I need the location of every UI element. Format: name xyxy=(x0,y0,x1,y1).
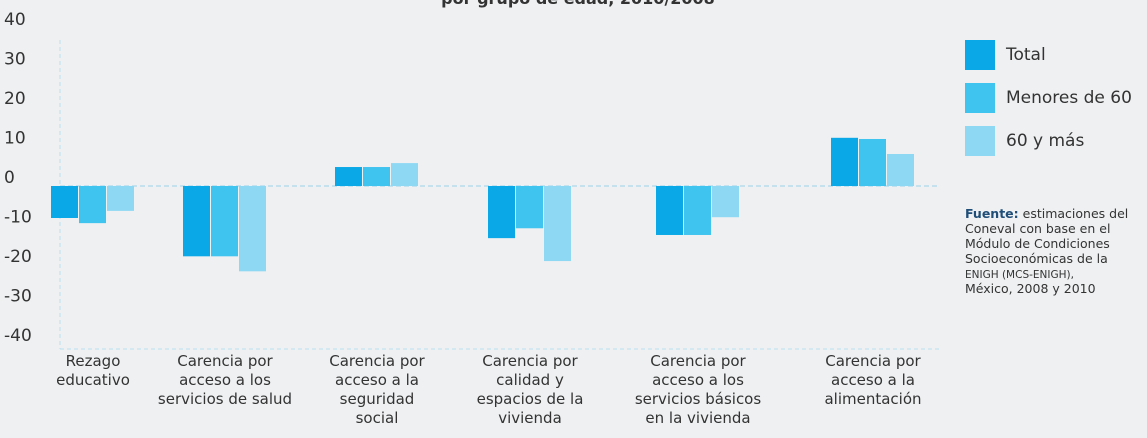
x-tick-line: Carencia por xyxy=(329,352,425,370)
bar xyxy=(488,186,515,239)
x-tick-line: seguridad xyxy=(340,390,415,408)
bar xyxy=(51,186,78,218)
x-tick-line: Carencia por xyxy=(650,352,746,370)
x-tick-line: educativo xyxy=(56,371,130,389)
x-tick-line: espacios de la xyxy=(477,390,584,408)
bar xyxy=(363,167,390,186)
x-tick-line: en la vivienda xyxy=(645,409,750,427)
legend-swatch xyxy=(965,83,995,113)
bar xyxy=(107,186,134,211)
source-note: Fuente: estimaciones del Coneval con base… xyxy=(965,206,1128,296)
chart-title: por grupo de edad, 2010/2008 xyxy=(441,0,715,8)
legend-swatch xyxy=(965,126,995,156)
x-tick-line: acceso a la xyxy=(335,371,419,389)
source-line: Socioeconómicas de la xyxy=(965,251,1108,266)
x-tick-line: acceso a los xyxy=(652,371,744,389)
y-tick-label: 20 xyxy=(4,89,26,109)
y-tick-label: -40 xyxy=(4,326,32,346)
source-line: México, 2008 y 2010 xyxy=(965,281,1096,296)
x-tick-line: acceso a la xyxy=(831,371,915,389)
legend-label: 60 y más xyxy=(1006,131,1084,151)
bar xyxy=(684,186,711,235)
bar xyxy=(887,154,914,186)
x-tick-line: servicios básicos xyxy=(635,390,762,408)
x-tick-line: social xyxy=(356,409,399,427)
bar xyxy=(831,137,858,186)
y-tick-label: -10 xyxy=(4,208,32,228)
legend-swatch xyxy=(965,40,995,70)
y-tick-label: 40 xyxy=(4,10,26,30)
x-tick-line: Carencia por xyxy=(177,352,273,370)
y-tick-label: 30 xyxy=(4,50,26,70)
x-tick-line: Rezago xyxy=(66,352,121,370)
x-tick-label: Rezago educativo xyxy=(56,352,130,389)
x-tick-line: Carencia por xyxy=(482,352,578,370)
x-tick-label: Carencia por calidad y espacios de la vivie… xyxy=(477,352,584,427)
bar xyxy=(544,186,571,262)
bar xyxy=(79,186,106,224)
bar xyxy=(712,186,739,218)
y-tick-label: -30 xyxy=(4,287,32,307)
source-line: Módulo de Condiciones xyxy=(965,236,1110,251)
bar xyxy=(391,163,418,186)
bar xyxy=(239,186,266,272)
bar xyxy=(211,186,238,257)
x-tick-line: Carencia por xyxy=(825,352,921,370)
bar xyxy=(516,186,543,229)
source-line: estimaciones del xyxy=(1023,206,1129,221)
x-tick-line: vivienda xyxy=(498,409,562,427)
bar xyxy=(183,186,210,257)
x-tick-line: servicios de salud xyxy=(158,390,292,408)
legend-label: Menores de 60 xyxy=(1006,88,1132,108)
bar xyxy=(656,186,683,235)
y-tick-label: 10 xyxy=(4,129,26,149)
source-line: Coneval con base en el xyxy=(965,221,1110,236)
x-tick-label: Carencia por acceso a la seguridad social xyxy=(329,352,425,427)
bar xyxy=(335,167,362,186)
y-tick-label: -20 xyxy=(4,247,32,267)
x-tick-label: Carencia por acceso a los servicios de sal… xyxy=(158,352,292,408)
bar xyxy=(859,138,886,186)
source-label: Fuente: xyxy=(965,206,1019,221)
source-line: ENIGH (MCS-ENIGH), xyxy=(965,269,1074,281)
x-tick-label: Carencia por acceso a la alimentación xyxy=(824,352,921,408)
legend-label: Total xyxy=(1005,45,1046,65)
x-tick-label: Carencia por acceso a los servicios básico… xyxy=(635,352,762,427)
y-tick-label: 0 xyxy=(4,168,15,188)
x-tick-line: alimentación xyxy=(824,390,921,408)
x-tick-line: calidad y xyxy=(496,371,564,389)
x-tick-line: acceso a los xyxy=(179,371,271,389)
